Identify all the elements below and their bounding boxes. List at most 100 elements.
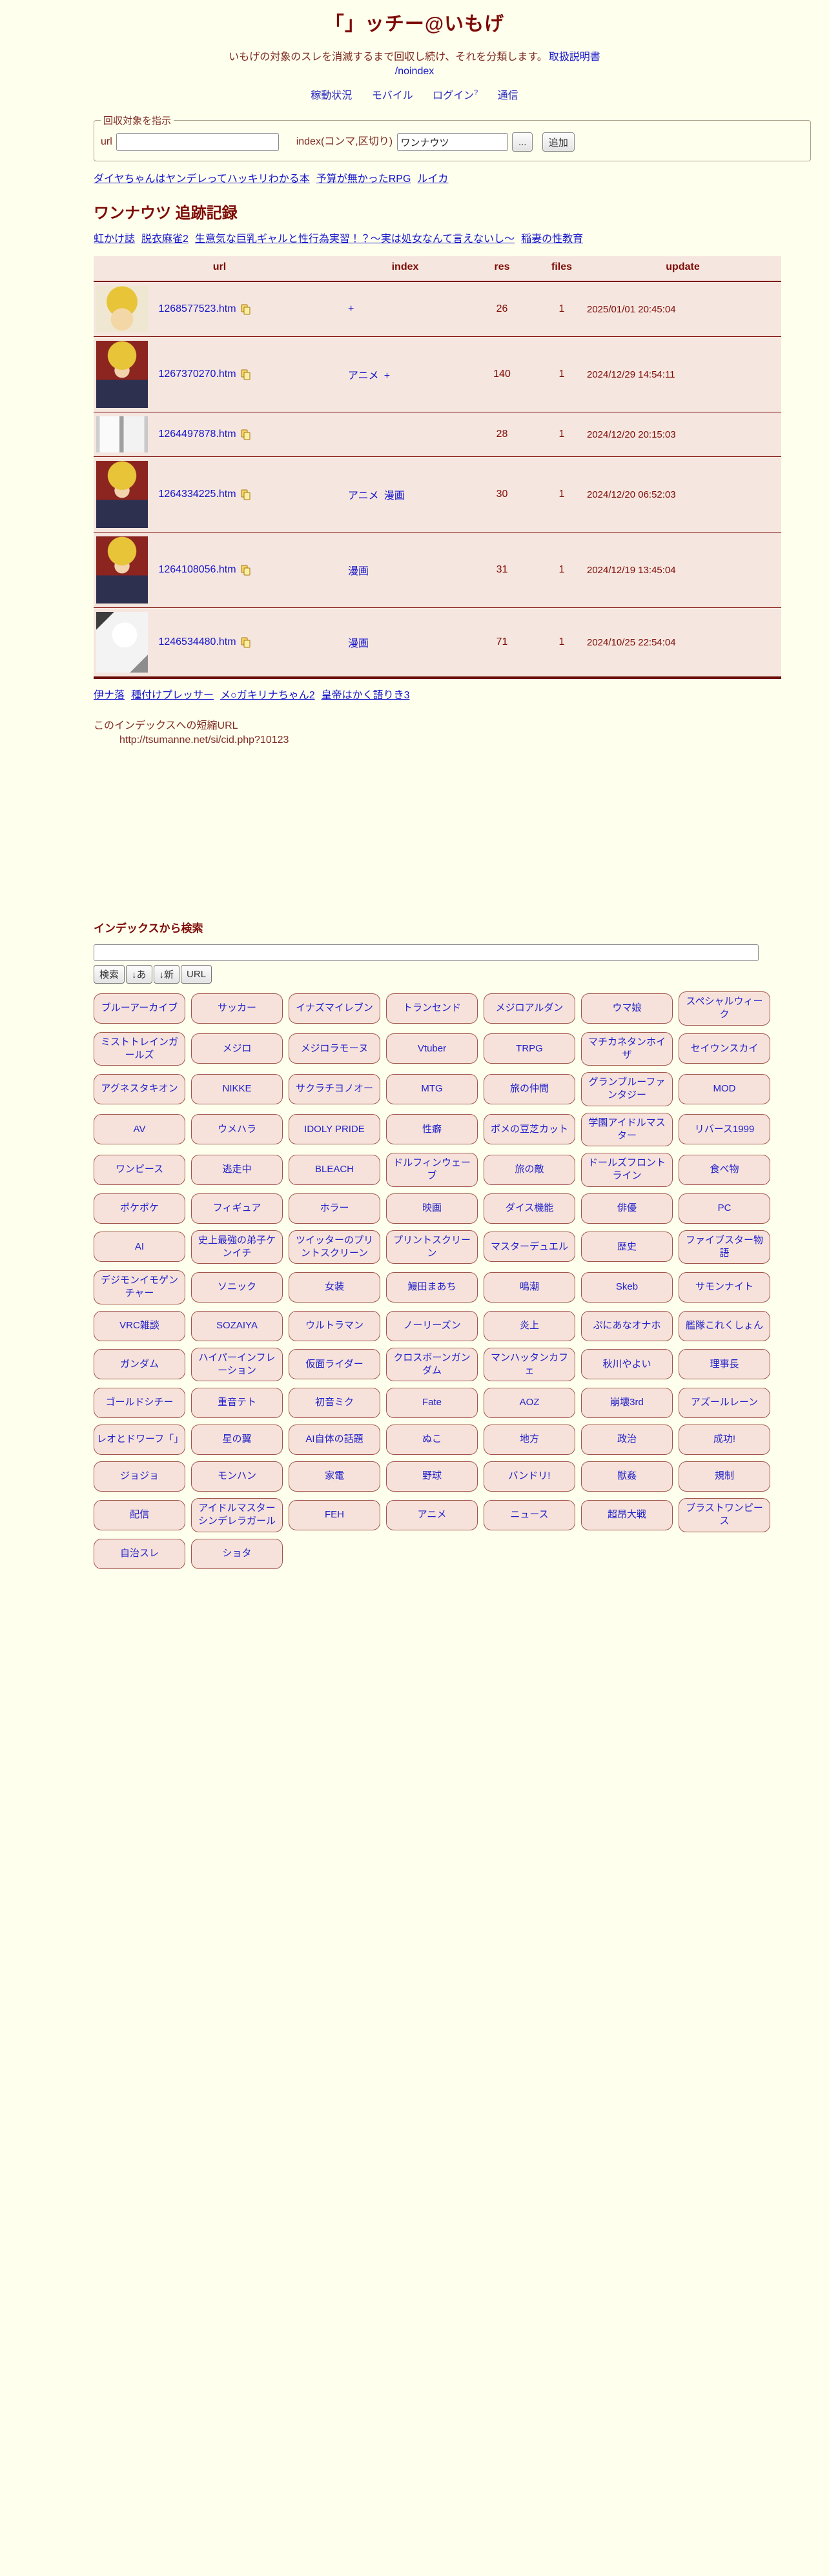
- thread-thumbnail[interactable]: [96, 612, 148, 673]
- index-tag-button[interactable]: ノーリーズン: [386, 1310, 478, 1341]
- search-action-button[interactable]: URL: [181, 965, 212, 984]
- index-tag-button[interactable]: 学園アイドルマスター: [581, 1112, 673, 1146]
- index-tag-button[interactable]: メジロアルダン: [484, 993, 575, 1024]
- index-tag-button[interactable]: 自治スレ: [94, 1538, 185, 1569]
- index-tag-button[interactable]: FEH: [289, 1499, 380, 1530]
- index-tag-button[interactable]: アイドルマスターシンデレラガール: [191, 1498, 283, 1532]
- index-tag-button[interactable]: AOZ: [484, 1388, 575, 1418]
- index-tag-button[interactable]: ジョジョ: [94, 1461, 185, 1492]
- thread-thumbnail[interactable]: [96, 536, 148, 603]
- index-tag-button[interactable]: レオとドワーフ「」: [94, 1425, 185, 1455]
- index-tag-button[interactable]: 規制: [679, 1461, 770, 1492]
- index-tag-button[interactable]: 鳴潮: [484, 1272, 575, 1303]
- index-tag-button[interactable]: メジロ: [191, 1033, 283, 1064]
- index-tag-button[interactable]: グランブルーファンタジー: [581, 1072, 673, 1106]
- index-tag-button[interactable]: サモンナイト: [679, 1272, 770, 1303]
- index-tag-link[interactable]: アニメ: [348, 491, 379, 502]
- search-input[interactable]: [94, 944, 759, 961]
- index-tag-button[interactable]: サクラチヨノオー: [289, 1073, 380, 1104]
- nav-link[interactable]: 通信: [497, 90, 518, 101]
- thread-link[interactable]: 皇帝はかく語りき3: [321, 690, 410, 701]
- index-tag-button[interactable]: ダイス機能: [484, 1193, 575, 1224]
- index-tag-button[interactable]: フィギュア: [191, 1193, 283, 1224]
- thread-link[interactable]: 種付けプレッサー: [131, 690, 214, 701]
- index-tag-button[interactable]: セイウンスカイ: [679, 1033, 770, 1064]
- thread-thumbnail[interactable]: [96, 341, 148, 408]
- index-tag-button[interactable]: ぬこ: [386, 1425, 478, 1455]
- index-tag-button[interactable]: 配信: [94, 1499, 185, 1530]
- index-tag-button[interactable]: アズールレーン: [679, 1388, 770, 1418]
- index-tag-button[interactable]: ミストトレインガールズ: [94, 1031, 185, 1066]
- index-picker-button[interactable]: ...: [511, 132, 533, 152]
- index-tag-button[interactable]: 初音ミク: [289, 1388, 380, 1418]
- index-tag-button[interactable]: ポケポケ: [94, 1193, 185, 1224]
- index-tag-button[interactable]: 女装: [289, 1272, 380, 1303]
- index-tag-button[interactable]: 家電: [289, 1461, 380, 1492]
- index-tag-button[interactable]: AI自体の話題: [289, 1425, 380, 1455]
- index-tag-link[interactable]: アニメ: [348, 370, 379, 381]
- index-tag-button[interactable]: 秋川やよい: [581, 1349, 673, 1380]
- index-tag-button[interactable]: ニュース: [484, 1499, 575, 1530]
- index-tag-button[interactable]: ウマ娘: [581, 993, 673, 1024]
- nav-link[interactable]: ログイン?: [433, 88, 478, 101]
- index-tag-button[interactable]: MTG: [386, 1073, 478, 1104]
- copy-icon[interactable]: [241, 304, 251, 315]
- nav-link[interactable]: モバイル: [371, 90, 413, 101]
- thread-url-link[interactable]: 1264334225.htm: [158, 489, 236, 500]
- index-tag-button[interactable]: マンハッタンカフェ: [484, 1347, 575, 1381]
- index-tag-button[interactable]: ツイッターのプリントスクリーン: [289, 1230, 380, 1264]
- thread-url-link[interactable]: 1264497878.htm: [158, 429, 236, 440]
- index-tag-button[interactable]: ホラー: [289, 1193, 380, 1224]
- search-action-button[interactable]: ↓あ: [126, 965, 152, 984]
- index-tag-button[interactable]: 崩壊3rd: [581, 1388, 673, 1418]
- index-tag-button[interactable]: PC: [679, 1193, 770, 1224]
- nav-link[interactable]: 稼動状況: [311, 90, 353, 101]
- thread-link[interactable]: 伊ナ落: [94, 690, 125, 701]
- index-tag-button[interactable]: マスターデュエル: [484, 1232, 575, 1263]
- noindex-link[interactable]: /noindex: [394, 66, 435, 77]
- index-tag-button[interactable]: VRC雑談: [94, 1310, 185, 1341]
- index-tag-button[interactable]: MOD: [679, 1073, 770, 1104]
- thread-link[interactable]: ダイヤちゃんはヤンデレってハッキリわかる本: [94, 174, 310, 185]
- thread-link[interactable]: ルイカ: [417, 174, 449, 185]
- copy-icon[interactable]: [241, 565, 251, 576]
- index-tag-button[interactable]: ドルフィンウェーブ: [386, 1153, 478, 1187]
- index-tag-button[interactable]: 星の翼: [191, 1425, 283, 1455]
- index-tag-button[interactable]: 性癖: [386, 1114, 478, 1145]
- index-tag-button[interactable]: 成功!: [679, 1425, 770, 1455]
- index-tag-link[interactable]: 漫画: [348, 638, 369, 649]
- index-tag-link[interactable]: +: [348, 303, 354, 314]
- index-tag-button[interactable]: メジロラモーヌ: [289, 1033, 380, 1064]
- index-tag-button[interactable]: ゴールドシチー: [94, 1388, 185, 1418]
- index-tag-button[interactable]: 俳優: [581, 1193, 673, 1224]
- index-tag-button[interactable]: 理事長: [679, 1349, 770, 1380]
- index-input[interactable]: [396, 133, 508, 151]
- thread-thumbnail[interactable]: [96, 286, 148, 332]
- search-action-button[interactable]: 検索: [94, 965, 125, 984]
- index-tag-button[interactable]: 逃走中: [191, 1154, 283, 1185]
- add-button[interactable]: 追加: [542, 132, 575, 152]
- index-tag-button[interactable]: ショタ: [191, 1538, 283, 1569]
- index-tag-button[interactable]: NIKKE: [191, 1073, 283, 1104]
- index-tag-button[interactable]: Fate: [386, 1388, 478, 1418]
- index-tag-button[interactable]: 重音テト: [191, 1388, 283, 1418]
- index-tag-button[interactable]: ガンダム: [94, 1349, 185, 1380]
- index-tag-button[interactable]: 映画: [386, 1193, 478, 1224]
- index-tag-button[interactable]: イナズマイレブン: [289, 993, 380, 1024]
- index-tag-button[interactable]: マチカネタンホイザ: [581, 1031, 673, 1066]
- index-tag-button[interactable]: トランセンド: [386, 993, 478, 1024]
- copy-icon[interactable]: [241, 489, 251, 500]
- index-tag-button[interactable]: 野球: [386, 1461, 478, 1492]
- index-tag-button[interactable]: ファイブスター物語: [679, 1230, 770, 1264]
- index-tag-button[interactable]: ドールズフロントライン: [581, 1153, 673, 1187]
- index-tag-button[interactable]: ウメハラ: [191, 1114, 283, 1145]
- thread-url-link[interactable]: 1267370270.htm: [158, 369, 236, 380]
- index-tag-button[interactable]: ソニック: [191, 1272, 283, 1303]
- index-tag-button[interactable]: TRPG: [484, 1033, 575, 1064]
- search-action-button[interactable]: ↓新: [153, 965, 180, 984]
- manual-link[interactable]: 取扱説明書: [548, 52, 600, 63]
- index-tag-button[interactable]: モンハン: [191, 1461, 283, 1492]
- copy-icon[interactable]: [241, 369, 251, 380]
- index-tag-button[interactable]: Vtuber: [386, 1033, 478, 1064]
- index-tag-button[interactable]: ワンピース: [94, 1154, 185, 1185]
